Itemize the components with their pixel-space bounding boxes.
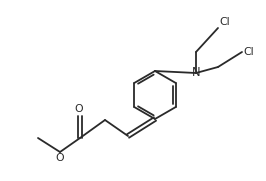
- Text: N: N: [192, 66, 200, 79]
- Text: O: O: [75, 104, 83, 114]
- Text: O: O: [56, 153, 64, 163]
- Text: Cl: Cl: [243, 47, 253, 57]
- Text: Cl: Cl: [219, 17, 230, 27]
